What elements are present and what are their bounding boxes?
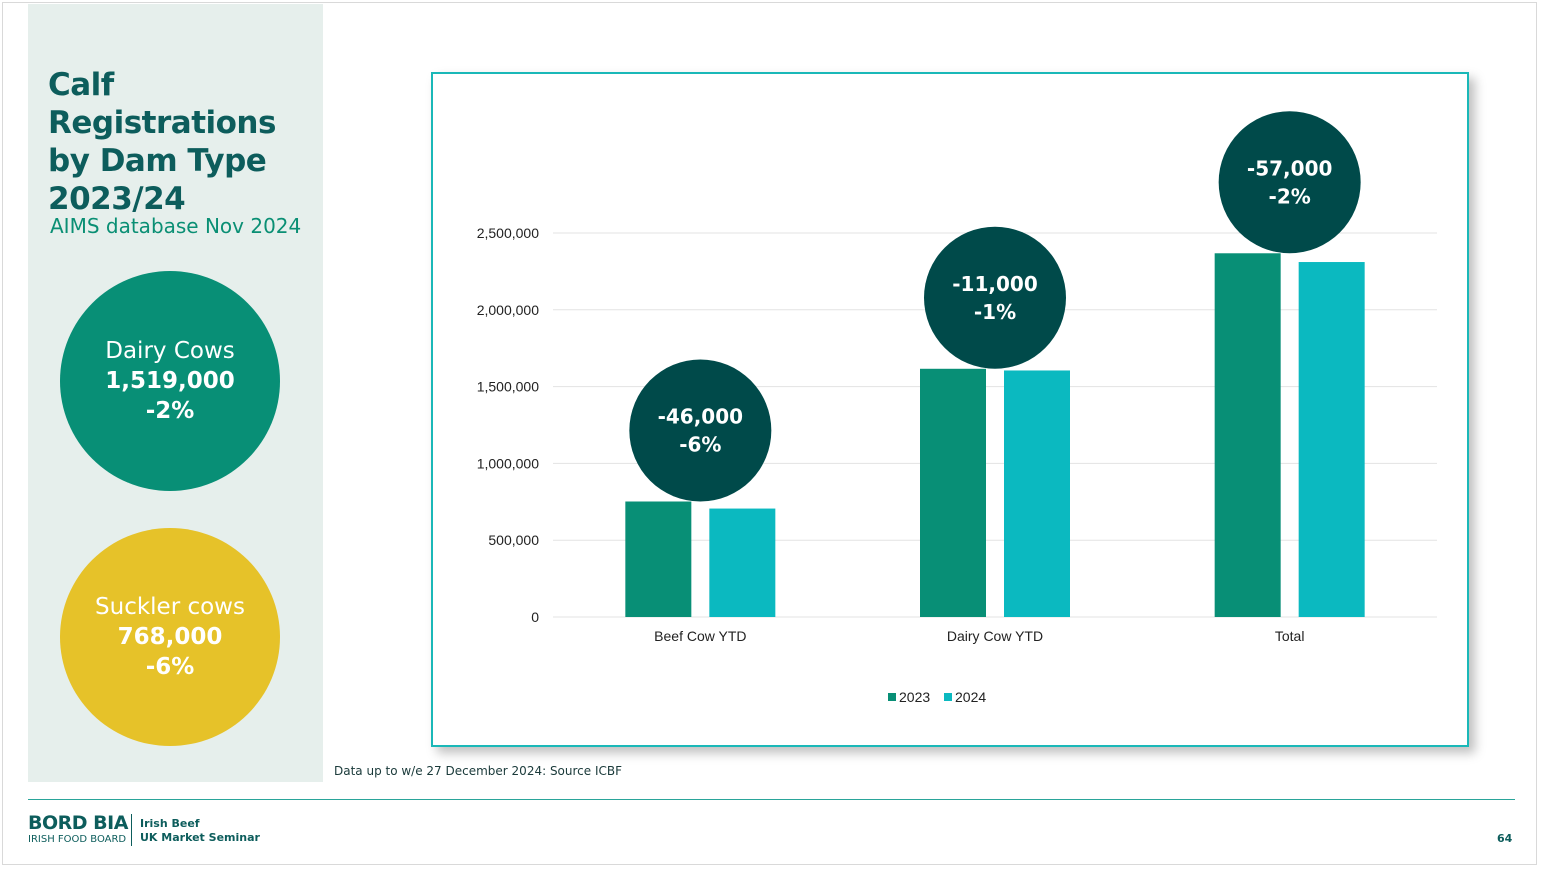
slide-title: Calf Registrations by Dam Type 2023/24 — [48, 67, 276, 217]
change-annotation-circle — [1218, 111, 1361, 254]
legend-label-2023: 2023 — [899, 689, 930, 705]
y-tick-label: 1,000,000 — [477, 455, 539, 471]
y-tick-label: 2,500,000 — [477, 225, 539, 241]
bar-2024-1 — [1004, 370, 1070, 617]
change-annotation-percent: -6% — [679, 432, 721, 456]
suckler-cows-change: -6% — [145, 654, 195, 680]
chart-svg: 0 500,000 1,000,000 1,500,000 2,000,000 2,500… — [477, 111, 1437, 705]
source-note: Data up to w/e 27 December 2024: Source … — [334, 764, 623, 778]
suckler-cows-value: 768,000 — [117, 624, 223, 650]
x-category-label: Total — [1275, 628, 1305, 644]
dairy-cows-change: -2% — [145, 398, 195, 424]
legend-label-2024: 2024 — [955, 689, 986, 705]
legend-swatch-2024 — [944, 693, 952, 701]
brand-tagline: IRISH FOOD BOARD — [28, 834, 127, 845]
dairy-cows-bubble: Dairy Cows 1,519,000 -2% — [60, 271, 280, 491]
x-category-label: Beef Cow YTD — [654, 628, 746, 644]
logo-separator — [131, 814, 132, 846]
change-annotation-circle — [924, 226, 1066, 369]
y-tick-label: 1,500,000 — [477, 379, 539, 395]
change-annotation-value: -46,000 — [658, 404, 743, 428]
event-subtitle: UK Market Seminar — [140, 831, 260, 844]
y-tick-label: 0 — [531, 609, 539, 625]
x-category-label: Dairy Cow YTD — [947, 628, 1043, 644]
change-annotation-value: -57,000 — [1247, 156, 1332, 180]
change-annotation-value: -11,000 — [952, 272, 1037, 296]
change-annotation-circle — [629, 359, 772, 502]
brand-logo: BORD BIA — [28, 812, 128, 834]
dairy-cows-label: Dairy Cows — [105, 338, 235, 364]
y-tick-label: 2,000,000 — [477, 302, 539, 318]
y-tick-label: 500,000 — [488, 532, 539, 548]
page-number: 64 — [1497, 832, 1513, 845]
dairy-cows-value: 1,519,000 — [105, 368, 235, 394]
bar-2024-2 — [1298, 262, 1365, 617]
bar-2024-0 — [709, 508, 776, 617]
event-title: Irish Beef — [140, 817, 200, 830]
legend-swatch-2023 — [888, 693, 896, 701]
change-annotation-percent: -2% — [1269, 184, 1311, 208]
footer-divider — [28, 799, 1515, 800]
bar-2023-2 — [1214, 253, 1281, 617]
suckler-cows-label: Suckler cows — [95, 594, 245, 620]
suckler-cows-bubble: Suckler cows 768,000 -6% — [60, 528, 280, 746]
bar-2023-1 — [920, 368, 986, 617]
change-annotation-percent: -1% — [974, 300, 1016, 324]
slide-subtitle: AIMS database Nov 2024 — [50, 214, 302, 238]
bar-chart: 0 500,000 1,000,000 1,500,000 2,000,000 2,500… — [431, 72, 1469, 747]
bar-2023-0 — [625, 501, 692, 617]
